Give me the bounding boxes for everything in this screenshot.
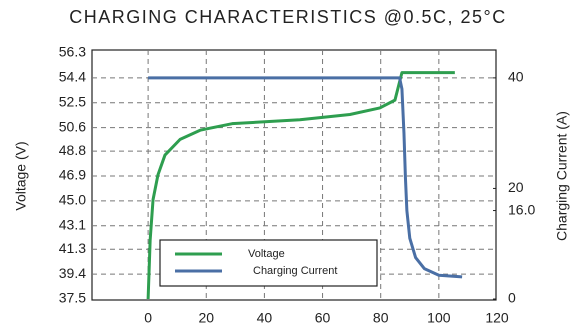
y2-tick-label: 0 [508,290,516,306]
y-tick-label: 46.9 [59,167,86,183]
y-tick-label: 50.6 [59,118,86,134]
x-tick-label: 100 [427,310,451,326]
series-line [148,76,463,279]
y-tick-label: 52.5 [59,93,86,109]
legend-label: Charging Current [253,265,337,277]
y-tick-label: 37.5 [59,290,86,306]
y2-tick-label: 20 [508,179,524,195]
x-tick-label: 0 [144,310,152,326]
y-axis-label: Voltage (V) [13,141,29,210]
y-tick-label: 41.3 [59,240,86,256]
legend-box [159,239,378,287]
y-tick-label: 39.4 [59,265,86,281]
legend-label: Voltage [248,248,285,260]
y-tick-label: 54.4 [59,69,86,85]
y-tick-label: 48.8 [59,142,86,158]
y2-tick-label: 16.0 [508,201,535,217]
x-tick-label: 120 [485,310,509,326]
x-tick-label: 60 [315,310,331,326]
x-tick-label: 20 [198,310,214,326]
y-tick-label: 43.1 [59,216,86,232]
plot-frame [91,49,497,301]
y2-tick-label: 40 [508,69,524,85]
y-tick-label: 45.0 [59,192,86,208]
series-line [146,71,455,300]
x-tick-label: 80 [373,310,389,326]
y2-axis-label: Charging Current (A) [554,111,570,241]
chart-title: CHARGING CHARACTERISTICS @0.5C, 25°C [69,7,507,27]
x-tick-label: 40 [257,310,273,326]
y-tick-label: 56.3 [59,44,86,60]
